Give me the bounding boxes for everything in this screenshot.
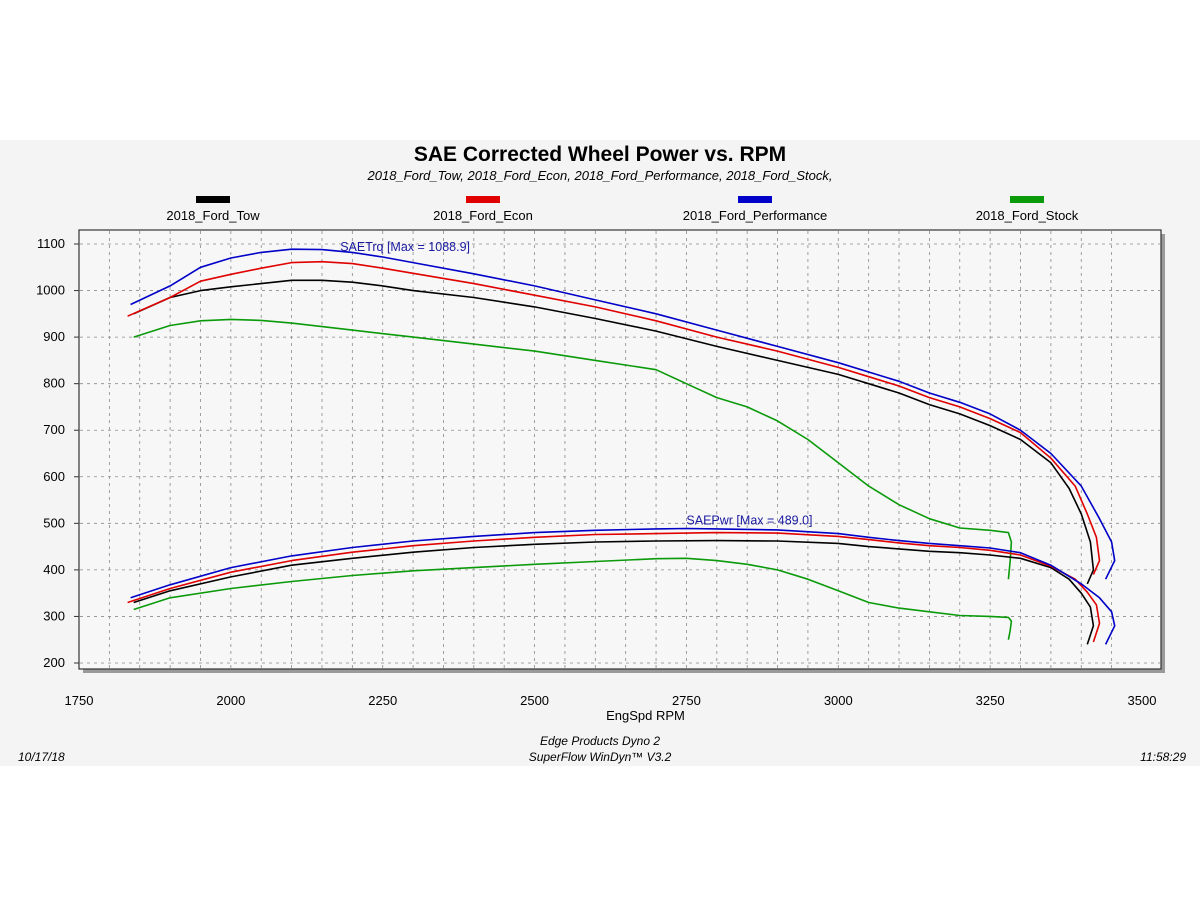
footer-line2: SuperFlow WinDyn™ V3.2 bbox=[528, 750, 672, 764]
series-line-2018-ford-stock-saepwr bbox=[133, 557, 1013, 640]
legend-swatch-tow bbox=[196, 196, 230, 203]
annotation-label: SAEPwr [Max = 489.0] bbox=[686, 513, 812, 527]
legend-item-performance: 2018_Ford_Performance bbox=[655, 196, 855, 223]
series-line-2018-ford-stock-saetrq bbox=[133, 318, 1013, 580]
y-tick-label: 300 bbox=[43, 608, 65, 623]
legend-item-stock: 2018_Ford_Stock bbox=[927, 196, 1127, 223]
y-tick-label: 700 bbox=[43, 422, 65, 437]
legend-item-econ: 2018_Ford_Econ bbox=[383, 196, 583, 223]
series-line-2018-ford-econ-saetrq bbox=[127, 260, 1101, 575]
y-tick-label: 500 bbox=[43, 515, 65, 530]
legend-swatch-econ bbox=[466, 196, 500, 203]
x-tick-label: 1750 bbox=[65, 693, 94, 708]
y-tick-label: 900 bbox=[43, 329, 65, 344]
series-line-2018-ford-tow-saetrq bbox=[133, 279, 1095, 585]
series-line-2018-ford-performance-saepwr bbox=[130, 527, 1116, 645]
y-tick-label: 800 bbox=[43, 376, 65, 391]
series-line-2018-ford-econ-saepwr bbox=[127, 531, 1101, 643]
x-tick-label: 3250 bbox=[976, 693, 1005, 708]
footer-date: 10/17/18 bbox=[18, 750, 65, 764]
legend-label-stock: 2018_Ford_Stock bbox=[975, 208, 1079, 223]
x-tick-label: 2250 bbox=[368, 693, 397, 708]
x-axis-label: EngSpd RPM bbox=[606, 708, 685, 723]
chart-title: SAE Corrected Wheel Power vs. RPM bbox=[413, 143, 787, 166]
legend-swatch-stock bbox=[1010, 196, 1044, 203]
x-tick-label: 3000 bbox=[824, 693, 853, 708]
legend-label-performance: 2018_Ford_Performance bbox=[682, 208, 828, 223]
x-tick-label: 2500 bbox=[520, 693, 549, 708]
legend-item-tow: 2018_Ford_Tow bbox=[113, 196, 313, 223]
y-tick-label: 400 bbox=[43, 562, 65, 577]
x-tick-label: 2750 bbox=[672, 693, 701, 708]
series-line-2018-ford-tow-saepwr bbox=[133, 539, 1095, 645]
chart-subtitle: 2018_Ford_Tow, 2018_Ford_Econ, 2018_Ford… bbox=[367, 168, 833, 183]
footer-time: 11:58:29 bbox=[1140, 750, 1186, 764]
y-tick-label: 600 bbox=[43, 469, 65, 484]
x-tick-label: 3500 bbox=[1128, 693, 1157, 708]
x-tick-label: 2000 bbox=[216, 693, 245, 708]
y-tick-label: 1100 bbox=[37, 236, 65, 251]
legend-label-tow: 2018_Ford_Tow bbox=[166, 208, 260, 223]
legend-swatch-performance bbox=[738, 196, 772, 203]
plot-area bbox=[78, 229, 1162, 670]
y-tick-label: 200 bbox=[43, 655, 65, 670]
footer-line1: Edge Products Dyno 2 bbox=[539, 734, 661, 748]
legend-label-econ: 2018_Ford_Econ bbox=[433, 208, 533, 223]
annotation-label: SAETrq [Max = 1088.9] bbox=[340, 240, 470, 254]
series-line-2018-ford-performance-saetrq bbox=[130, 248, 1116, 580]
y-tick-label: 1000 bbox=[36, 283, 65, 298]
